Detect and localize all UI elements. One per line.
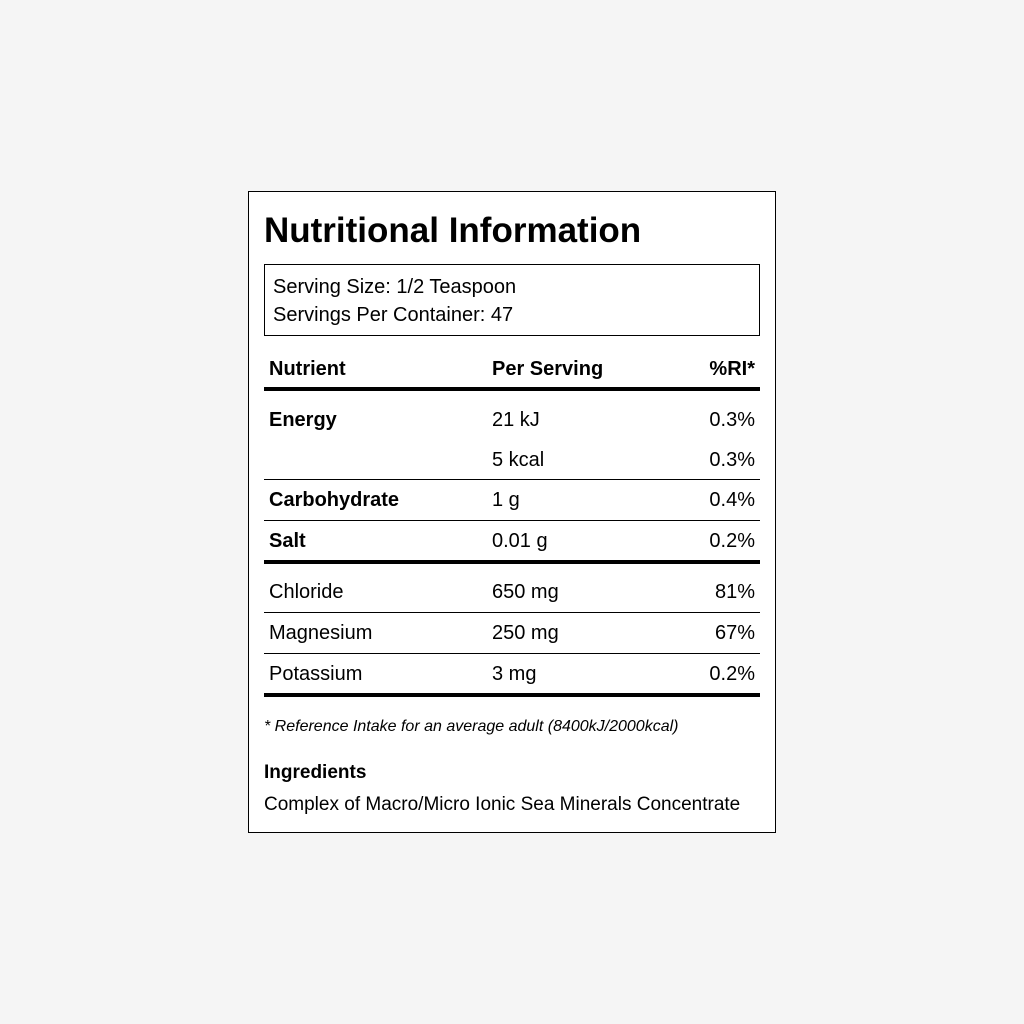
rule bbox=[264, 520, 760, 521]
amount: 1 g bbox=[492, 489, 520, 511]
ri: 0.2% bbox=[709, 663, 755, 685]
rule bbox=[264, 560, 760, 564]
header-cell: %RI* bbox=[709, 358, 755, 380]
amount: 0.01 g bbox=[492, 530, 548, 552]
ingredients-text: Complex of Macro/Micro Ionic Sea Mineral… bbox=[264, 794, 741, 815]
nutrient: Salt bbox=[269, 530, 306, 552]
nutrient: Energy bbox=[269, 409, 337, 431]
rule bbox=[264, 693, 760, 697]
amount: 5 kcal bbox=[492, 449, 545, 471]
serving-box: Serving Size: 1/2 Teaspoon Servings Per … bbox=[264, 264, 760, 336]
nutrient: Chloride bbox=[269, 581, 344, 603]
ri: 0.3% bbox=[709, 409, 755, 431]
amount: 250 mg bbox=[492, 622, 559, 644]
ri: 0.4% bbox=[709, 489, 755, 511]
footnote: * Reference Intake for an average adult … bbox=[264, 718, 679, 735]
ingredients-heading: Ingredients bbox=[264, 762, 367, 783]
ri: 0.2% bbox=[709, 530, 755, 552]
ri: 81% bbox=[714, 581, 755, 603]
nutrient: Magnesium bbox=[269, 622, 373, 644]
rule bbox=[264, 653, 760, 654]
rule bbox=[264, 387, 760, 391]
header-cell: Per Serving bbox=[492, 358, 604, 380]
serving-size: Serving Size: 1/2 Teaspoon bbox=[273, 276, 517, 298]
nutrient: Potassium bbox=[269, 663, 363, 685]
ri: 67% bbox=[714, 622, 755, 644]
amount: 21 kJ bbox=[492, 409, 540, 431]
header-cell: Nutrient bbox=[269, 358, 346, 380]
amount: 650 mg bbox=[492, 581, 559, 603]
amount: 3 mg bbox=[492, 663, 537, 685]
rule bbox=[264, 612, 760, 613]
rule bbox=[264, 479, 760, 480]
ri: 0.3% bbox=[709, 449, 755, 471]
nutrient: Carbohydrate bbox=[269, 489, 400, 511]
servings-per-container: Servings Per Container: 47 bbox=[273, 304, 514, 326]
title: Nutritional Information bbox=[264, 211, 642, 250]
nutrition-panel: Nutritional Information Serving Size: 1/… bbox=[248, 191, 776, 833]
